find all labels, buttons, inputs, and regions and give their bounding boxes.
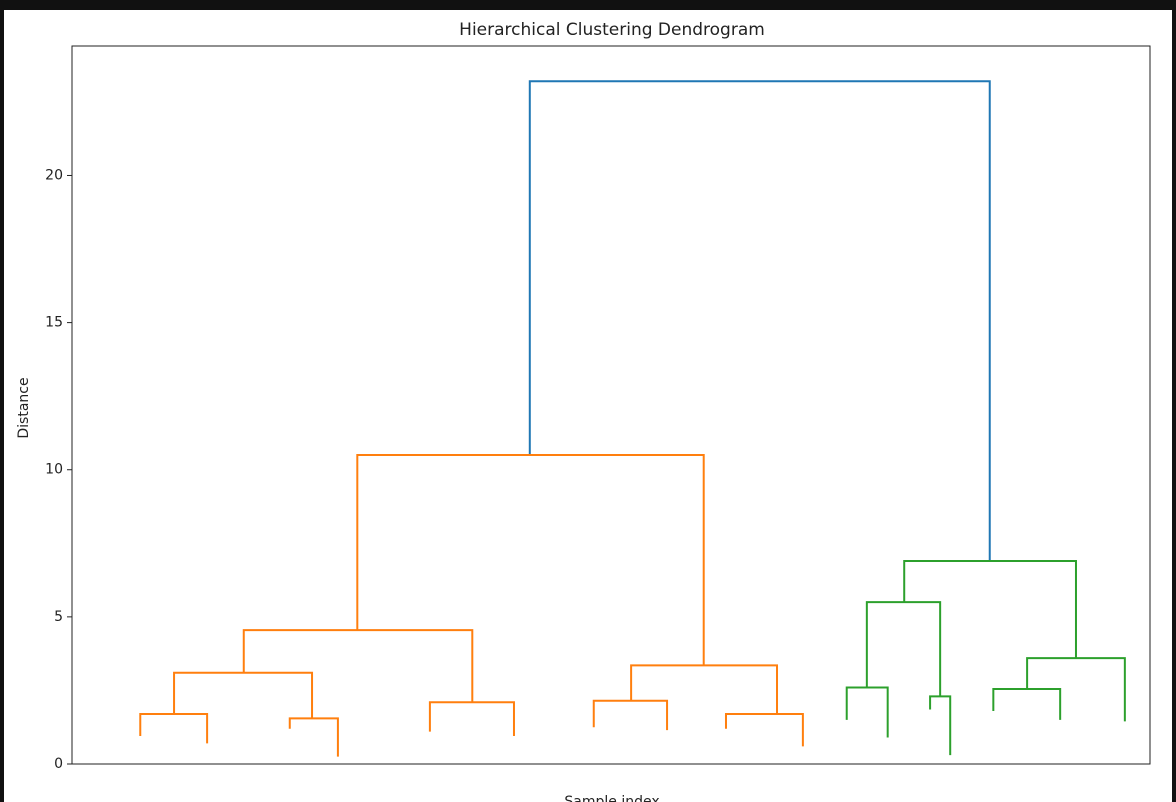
- dendrogram-link: [139, 712, 209, 744]
- dendrogram-link: [356, 454, 705, 666]
- dendrogram-link: [992, 687, 1062, 720]
- chart-title: Hierarchical Clustering Dendrogram: [459, 20, 765, 40]
- y-axis-label: Distance: [16, 377, 32, 438]
- y-tick-label: 10: [45, 462, 63, 478]
- plot-frame: [71, 45, 1151, 765]
- canvas: [4, 10, 1172, 802]
- dendrogram-link: [528, 80, 991, 561]
- dendrogram-link: [242, 629, 474, 703]
- dendrogram-link: [630, 664, 779, 714]
- dendrogram-link: [1026, 657, 1126, 722]
- dendrogram-link: [288, 717, 339, 757]
- dendrogram-link: [845, 686, 889, 738]
- y-tick-label: 20: [45, 167, 63, 183]
- dendrogram-link: [173, 671, 314, 719]
- y-tick-label: 5: [54, 609, 63, 625]
- dendrogram-link: [428, 701, 515, 737]
- y-tick-label: 15: [45, 315, 63, 331]
- x-axis-label: Sample index: [564, 794, 659, 802]
- dendrogram-link: [865, 601, 942, 697]
- y-tick-label: 0: [54, 756, 63, 772]
- dendrogram-link: [592, 699, 669, 731]
- dendrogram-link: [903, 559, 1077, 659]
- dendrogram-link: [724, 712, 804, 747]
- dendrogram-link: [929, 695, 952, 756]
